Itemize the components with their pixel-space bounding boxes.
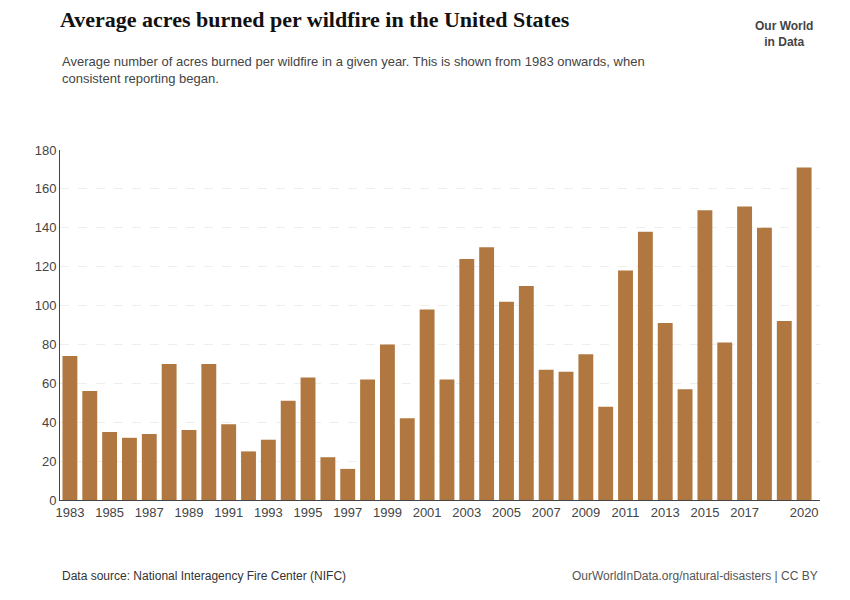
svg-text:Data source: National Interage: Data source: National Interagency Fire C…: [62, 569, 346, 583]
svg-text:1989: 1989: [175, 505, 204, 520]
svg-text:2005: 2005: [492, 505, 521, 520]
svg-text:80: 80: [42, 337, 56, 352]
svg-text:40: 40: [42, 415, 56, 430]
svg-text:2001: 2001: [413, 505, 442, 520]
svg-text:2020: 2020: [790, 505, 819, 520]
svg-text:2015: 2015: [690, 505, 719, 520]
svg-text:2009: 2009: [571, 505, 600, 520]
svg-text:160: 160: [35, 181, 57, 196]
svg-text:120: 120: [35, 259, 57, 274]
svg-text:100: 100: [35, 298, 57, 313]
svg-text:2013: 2013: [651, 505, 680, 520]
svg-text:Average number of acres burned: Average number of acres burned per wildf…: [62, 54, 645, 86]
svg-text:1987: 1987: [135, 505, 164, 520]
svg-text:1983: 1983: [55, 505, 84, 520]
svg-text:1985: 1985: [95, 505, 124, 520]
svg-text:2011: 2011: [612, 505, 640, 520]
svg-text:20: 20: [42, 454, 56, 469]
svg-text:0: 0: [49, 493, 56, 508]
svg-text:1997: 1997: [333, 505, 362, 520]
svg-text:Average acres burned per wildf: Average acres burned per wildfire in the…: [60, 7, 570, 32]
svg-text:1999: 1999: [373, 505, 402, 520]
svg-text:1993: 1993: [254, 505, 283, 520]
svg-text:180: 180: [35, 143, 57, 158]
svg-text:2007: 2007: [532, 505, 561, 520]
svg-text:OurWorldInData.org/natural-dis: OurWorldInData.org/natural-disasters | C…: [572, 569, 818, 583]
svg-text:60: 60: [42, 376, 56, 391]
svg-text:140: 140: [35, 220, 57, 235]
svg-text:1995: 1995: [294, 505, 323, 520]
svg-text:2017: 2017: [730, 505, 759, 520]
svg-text:1991: 1991: [214, 505, 243, 520]
svg-text:2003: 2003: [452, 505, 481, 520]
svg-text:Our Worldin Data: Our Worldin Data: [755, 19, 813, 49]
